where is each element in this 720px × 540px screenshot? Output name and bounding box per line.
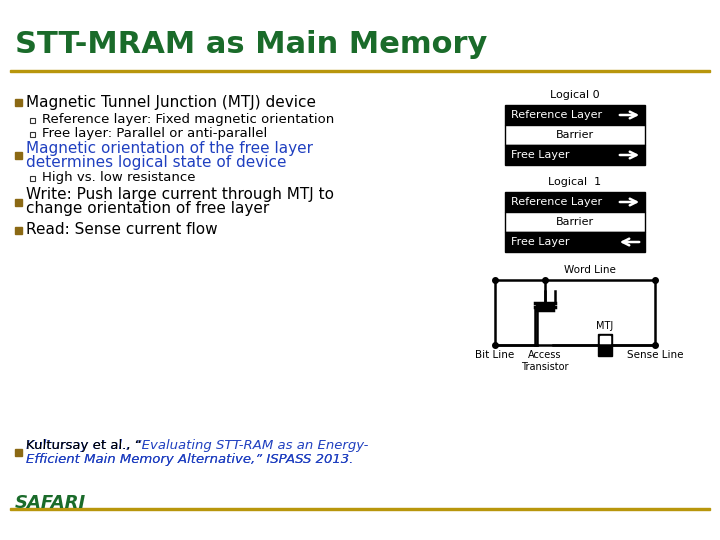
Text: Barrier: Barrier <box>556 217 594 227</box>
Text: Free Layer: Free Layer <box>511 237 570 247</box>
Text: change orientation of free layer: change orientation of free layer <box>26 201 269 217</box>
Bar <box>15 199 22 206</box>
Text: Efficient Main Memory Alternative,” ISPASS 2013.: Efficient Main Memory Alternative,” ISPA… <box>26 453 354 465</box>
Text: Free Layer: Free Layer <box>511 150 570 160</box>
Text: Reference Layer: Reference Layer <box>511 110 602 120</box>
Text: STT-MRAM as Main Memory: STT-MRAM as Main Memory <box>15 30 487 59</box>
Text: Word Line: Word Line <box>564 265 616 275</box>
Text: Logical 0: Logical 0 <box>550 90 600 100</box>
Bar <box>15 226 22 233</box>
Bar <box>505 192 645 212</box>
Bar <box>505 145 645 165</box>
Text: Kultursay et al., “Evaluating STT-RAM as an Energy-: Kultursay et al., “Evaluating STT-RAM as… <box>26 438 369 451</box>
Text: Magnetic orientation of the free layer: Magnetic orientation of the free layer <box>26 140 313 156</box>
Text: Efficient Main Memory Alternative,” ISPASS 2013.: Efficient Main Memory Alternative,” ISPA… <box>26 453 354 465</box>
Bar <box>30 118 35 123</box>
Text: Sense Line: Sense Line <box>626 350 683 360</box>
Text: determines logical state of device: determines logical state of device <box>26 154 287 170</box>
Text: SAFARI: SAFARI <box>15 494 86 512</box>
Text: Reference Layer: Reference Layer <box>511 197 602 207</box>
Bar <box>15 449 22 456</box>
Bar <box>30 176 35 180</box>
Text: Logical  1: Logical 1 <box>549 177 602 187</box>
Bar <box>15 152 22 159</box>
Bar <box>505 232 645 252</box>
Text: Kultursay et al., “: Kultursay et al., “ <box>26 438 142 451</box>
Bar <box>598 334 612 356</box>
Text: Free layer: Parallel or anti-parallel: Free layer: Parallel or anti-parallel <box>42 127 267 140</box>
Text: High vs. low resistance: High vs. low resistance <box>42 172 196 185</box>
Bar <box>600 336 610 344</box>
Text: Bit Line: Bit Line <box>475 350 515 360</box>
Text: Barrier: Barrier <box>556 130 594 140</box>
Bar <box>10 508 710 510</box>
Text: Read: Sense current flow: Read: Sense current flow <box>26 222 217 238</box>
Bar <box>10 70 710 72</box>
Bar <box>505 125 645 145</box>
Bar <box>505 212 645 232</box>
Text: Magnetic Tunnel Junction (MTJ) device: Magnetic Tunnel Junction (MTJ) device <box>26 94 316 110</box>
Text: Reference layer: Fixed magnetic orientation: Reference layer: Fixed magnetic orientat… <box>42 113 334 126</box>
Text: Access
Transistor: Access Transistor <box>521 350 569 372</box>
Bar <box>30 132 35 137</box>
Text: Write: Push large current through MTJ to: Write: Push large current through MTJ to <box>26 187 334 202</box>
Bar <box>505 105 645 125</box>
Bar <box>15 98 22 105</box>
Text: MTJ: MTJ <box>596 321 613 331</box>
